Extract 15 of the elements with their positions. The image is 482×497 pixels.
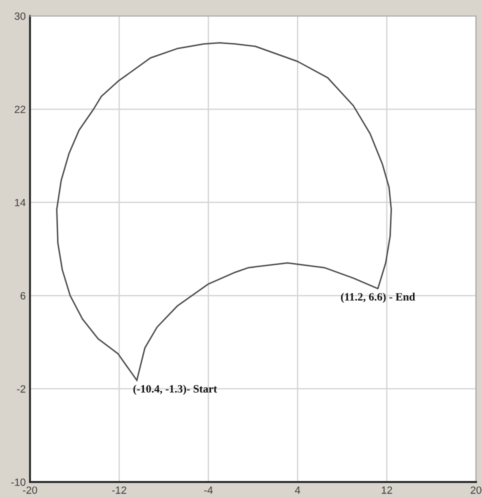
x-tick-label: 4 bbox=[294, 486, 300, 494]
y-tick-label: 6 bbox=[20, 292, 26, 300]
x-tick-label: 20 bbox=[470, 486, 482, 494]
x-tick-label: -20 bbox=[22, 486, 38, 494]
y-tick-label: 22 bbox=[14, 106, 26, 113]
y-tick-label: -10 bbox=[11, 478, 26, 486]
x-tick-label: 12 bbox=[382, 486, 392, 494]
y-tick-label: 14 bbox=[15, 199, 26, 206]
annotation: (11.2, 6.6) - End bbox=[341, 292, 416, 303]
y-tick-label: -2 bbox=[17, 385, 26, 393]
y-tick-label: 30 bbox=[14, 12, 26, 20]
x-tick-label: -4 bbox=[204, 486, 213, 494]
line-series bbox=[56, 42, 392, 382]
annotation: (-10.4, -1.3)- Start bbox=[133, 384, 218, 395]
x-tick-label: -12 bbox=[112, 486, 126, 494]
